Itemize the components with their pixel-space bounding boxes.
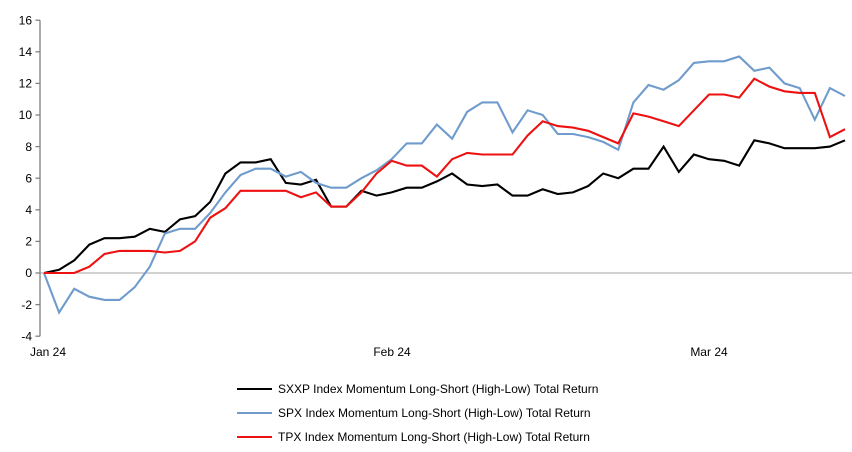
y-axis-tick-label: 6: [25, 171, 32, 185]
legend-label-sxxp: SXXP Index Momentum Long-Short (High-Low…: [278, 382, 599, 396]
legend-label-tpx: TPX Index Momentum Long-Short (High-Low)…: [278, 430, 590, 444]
y-axis-tick-label: 8: [25, 140, 32, 154]
sxxp-line-swatch: [237, 388, 272, 390]
y-axis-tick-label: 14: [19, 45, 33, 59]
tpx-line-swatch: [237, 436, 272, 438]
sxxp-series-line: [43, 139, 846, 275]
legend: SXXP Index Momentum Long-Short (High-Low…: [237, 377, 598, 449]
y-axis-tick-label: 2: [25, 235, 32, 249]
legend-label-spx: SPX Index Momentum Long-Short (High-Low)…: [278, 406, 591, 420]
spx-line-swatch: [237, 412, 272, 414]
y-axis-tick-label: -4: [21, 329, 32, 343]
y-axis-tick-label: 10: [19, 108, 33, 122]
legend-item-sxxp: SXXP Index Momentum Long-Short (High-Low…: [237, 377, 598, 401]
legend-item-spx: SPX Index Momentum Long-Short (High-Low)…: [237, 401, 598, 425]
x-axis-tick-label-jan: Jan 24: [29, 345, 67, 359]
x-axis-tick-label-feb: Feb 24: [373, 345, 411, 359]
y-axis-tick-label: -2: [21, 298, 32, 312]
x-axis-tick-label-mar: Mar 24: [690, 345, 728, 359]
y-axis-tick-label: 4: [25, 203, 32, 217]
y-axis-tick-label: 12: [19, 77, 33, 91]
y-axis-tick-label: 16: [19, 13, 33, 27]
y-axis-tick-label: 0: [25, 266, 32, 280]
tpx-series-line: [44, 77, 846, 275]
legend-item-tpx: TPX Index Momentum Long-Short (High-Low)…: [237, 425, 598, 449]
spx-series-line: [43, 55, 846, 315]
